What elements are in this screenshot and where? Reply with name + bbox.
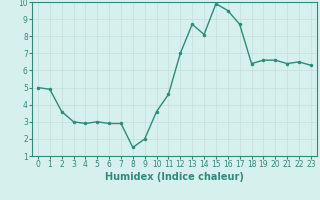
X-axis label: Humidex (Indice chaleur): Humidex (Indice chaleur) (105, 172, 244, 182)
